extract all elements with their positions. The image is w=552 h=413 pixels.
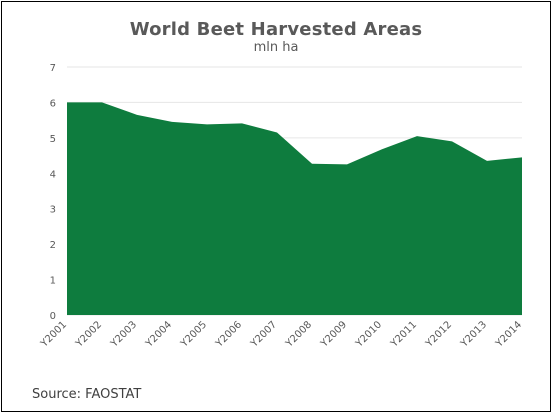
x-tick-label: Y2010 — [353, 319, 384, 350]
y-tick-label: 7 — [50, 63, 56, 74]
x-tick-label: Y2005 — [178, 319, 209, 350]
y-tick-label: 6 — [50, 98, 56, 109]
x-tick-label: Y2001 — [38, 319, 69, 350]
y-tick-label: 5 — [50, 134, 56, 145]
y-tick-label: 1 — [50, 276, 56, 287]
y-tick-label: 3 — [50, 205, 56, 216]
source-note: Source: FAOSTAT — [32, 387, 142, 402]
y-tick-label: 2 — [50, 240, 56, 251]
x-tick-label: Y2013 — [458, 319, 489, 350]
x-tick-label: Y2004 — [143, 319, 174, 350]
chart-subtitle: mln ha — [253, 40, 299, 55]
x-tick-label: Y2007 — [248, 319, 279, 350]
x-tick-label: Y2008 — [283, 319, 314, 350]
x-tick-label: Y2012 — [423, 319, 454, 350]
x-tick-label: Y2009 — [318, 319, 349, 350]
x-tick-label: Y2011 — [388, 319, 419, 350]
y-tick-label: 0 — [50, 311, 56, 322]
area-series — [67, 102, 522, 315]
x-tick-label: Y2003 — [108, 319, 139, 350]
y-tick-label: 4 — [50, 169, 56, 180]
chart-title: World Beet Harvested Areas — [129, 19, 423, 40]
x-tick-label: Y2002 — [73, 319, 104, 350]
x-tick-label: Y2014 — [493, 319, 524, 350]
x-tick-label: Y2006 — [213, 319, 244, 350]
